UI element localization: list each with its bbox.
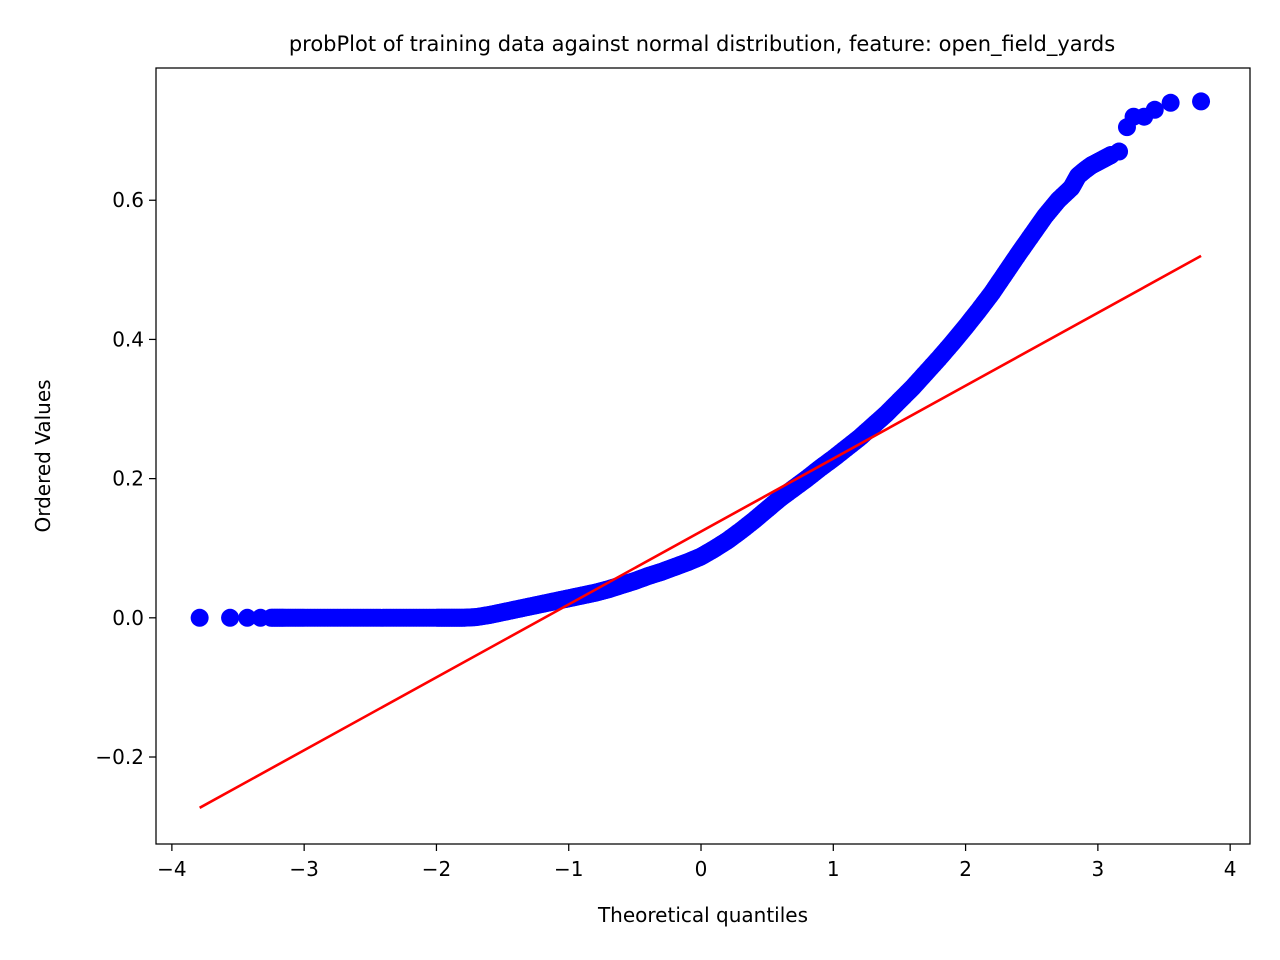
x-tick-label: −4 — [157, 857, 186, 881]
data-point — [1161, 93, 1180, 112]
x-tick-label: −3 — [289, 857, 318, 881]
data-point — [1110, 142, 1129, 161]
x-tick-label: 0 — [695, 857, 708, 881]
y-tick-label: 0.4 — [112, 327, 144, 351]
data-point — [1145, 100, 1164, 119]
y-tick-label: 0.2 — [112, 467, 144, 491]
y-tick-label: −0.2 — [95, 745, 144, 769]
x-tick-label: 3 — [1092, 857, 1105, 881]
x-tick-label: 4 — [1224, 857, 1237, 881]
axes-frame — [155, 67, 1251, 845]
x-tick-label: 1 — [827, 857, 840, 881]
y-axis-label: Ordered Values — [31, 379, 55, 532]
data-points — [190, 92, 1211, 627]
x-tick-label: 2 — [959, 857, 972, 881]
y-tick-label: 0.6 — [112, 188, 144, 212]
y-tick-label: 0.0 — [112, 606, 144, 630]
x-tick-label: −2 — [422, 857, 451, 881]
x-axis: −4 −3 −2 −1 0 1 2 3 4 — [157, 844, 1237, 881]
data-point — [221, 608, 240, 627]
fit-line — [199, 254, 1202, 809]
data-point — [238, 608, 257, 627]
plot-area — [190, 92, 1211, 809]
data-point — [190, 608, 209, 627]
y-axis: −0.2 0.0 0.2 0.4 0.6 — [95, 188, 156, 769]
x-axis-label: Theoretical quantiles — [597, 903, 808, 927]
data-point — [1192, 92, 1211, 111]
x-tick-label: −1 — [554, 857, 583, 881]
chart-title: probPlot of training data against normal… — [289, 32, 1115, 57]
